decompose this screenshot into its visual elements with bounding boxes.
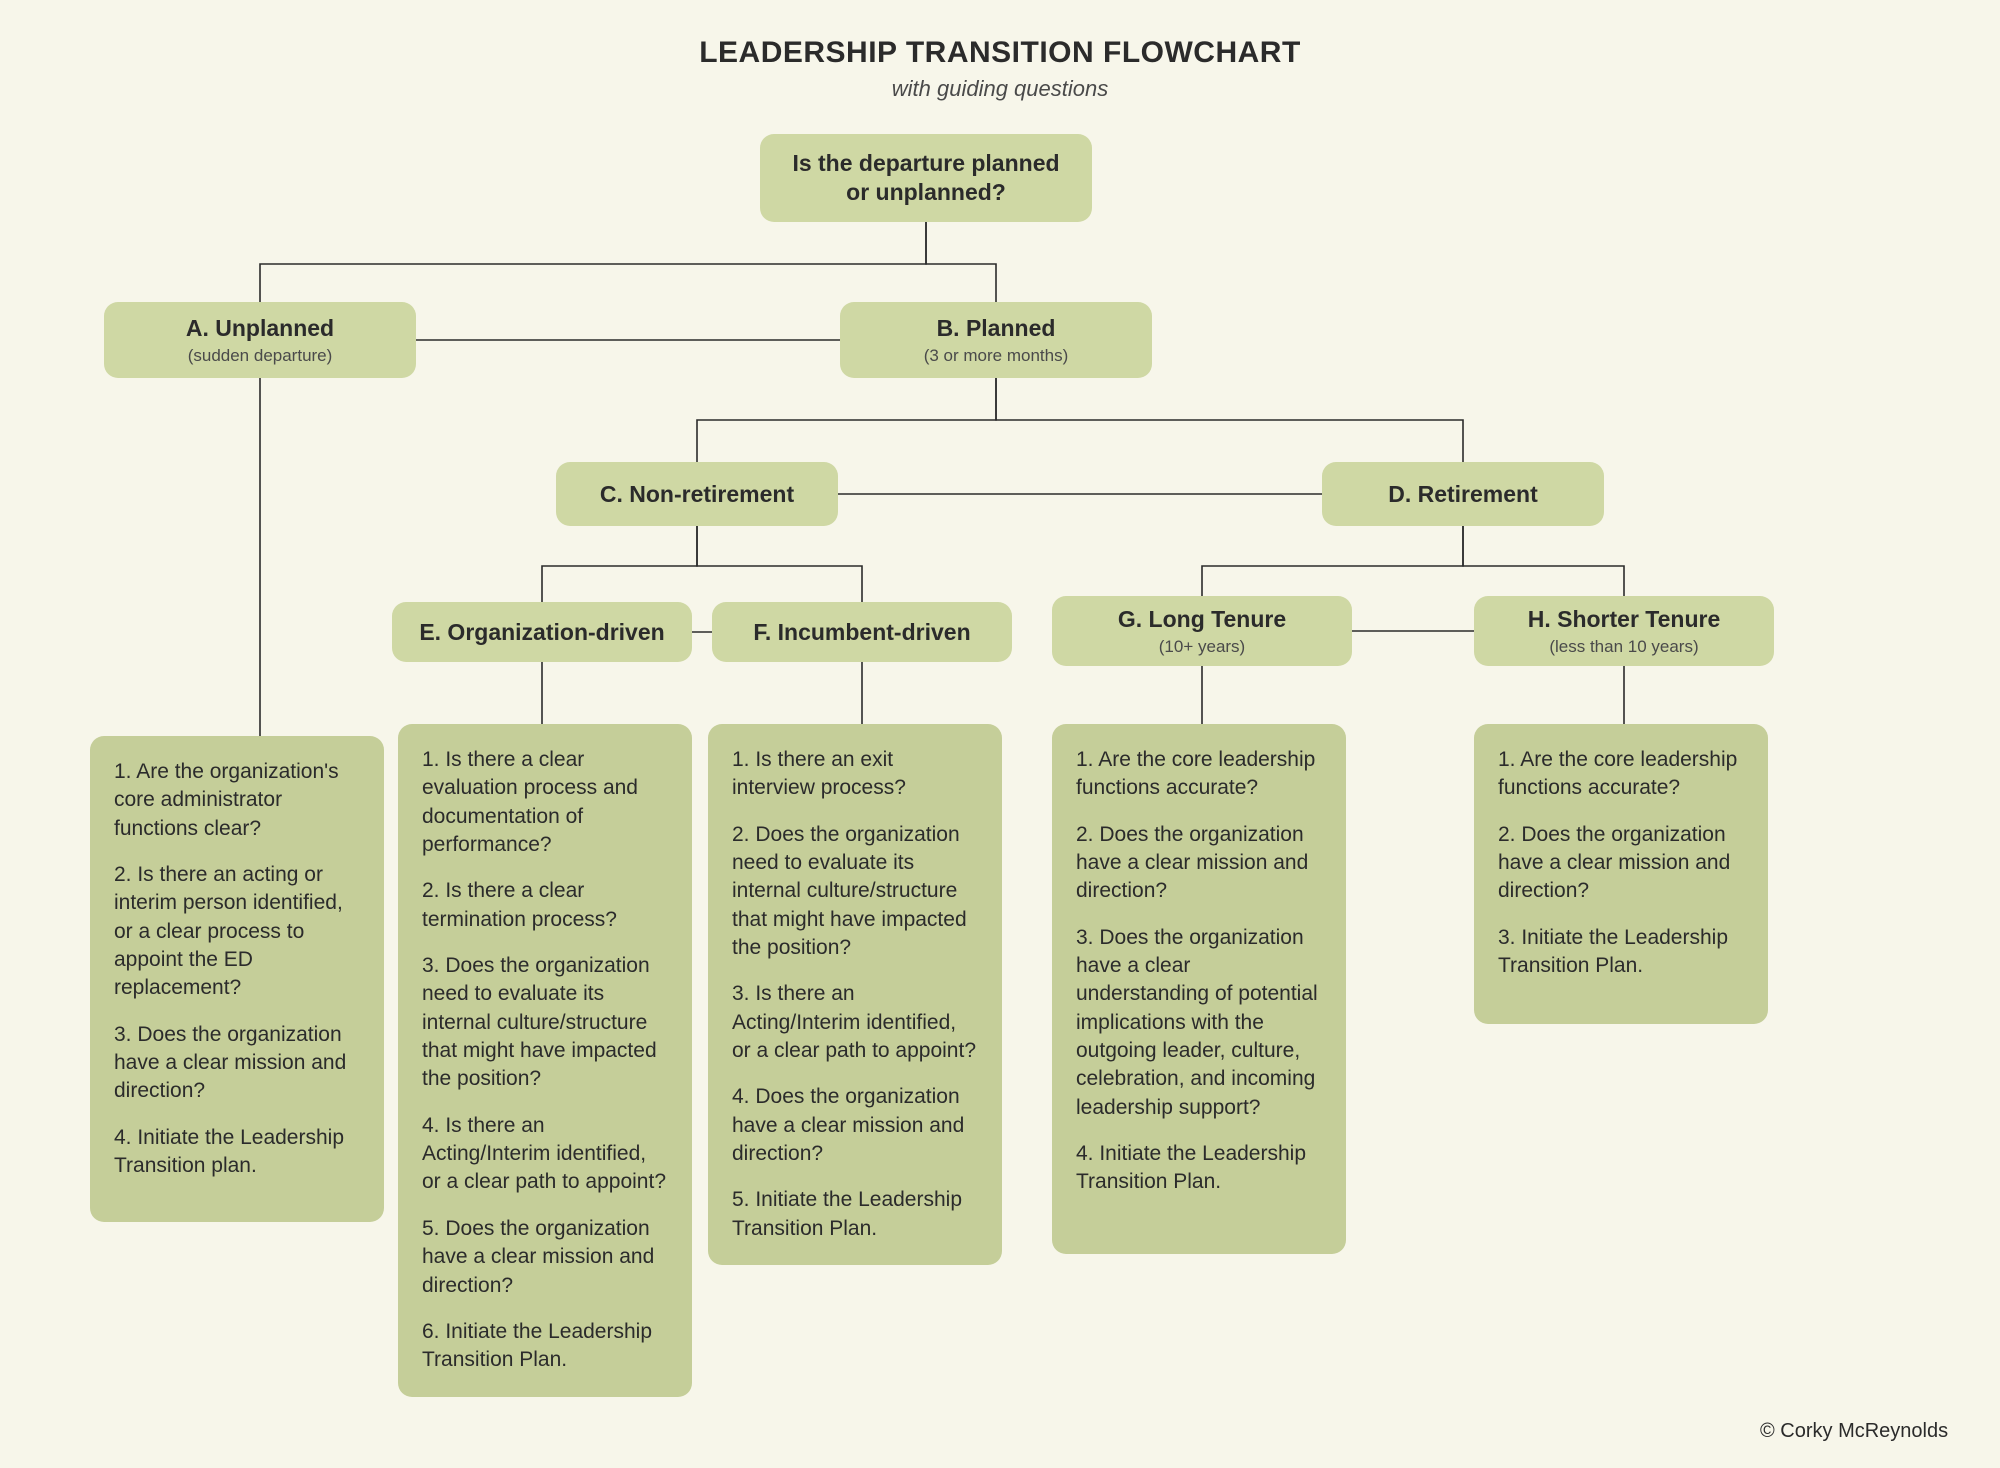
node-short-tenure: H. Shorter Tenure (less than 10 years) (1474, 596, 1774, 666)
node-long-tenure-subtitle: (10+ years) (1159, 636, 1245, 657)
list-item: 4. Initiate the Leadership Transition Pl… (1076, 1140, 1322, 1197)
list: 1. Is there a clear evaluation process a… (422, 746, 668, 1375)
list-item: 4. Does the organization have a clear mi… (732, 1083, 978, 1168)
edge (996, 378, 1463, 462)
node-planned-subtitle: (3 or more months) (924, 345, 1069, 366)
list-item: 6. Initiate the Leadership Transition Pl… (422, 1318, 668, 1375)
edge (542, 526, 697, 602)
node-nonretirement: C. Non-retirement (556, 462, 838, 526)
node-planned-title: B. Planned (937, 314, 1056, 343)
node-unplanned: A. Unplanned (sudden departure) (104, 302, 416, 378)
flowchart-canvas: LEADERSHIP TRANSITION FLOWCHART with gui… (0, 0, 2000, 1468)
list-item: 1. Is there an exit interview process? (732, 746, 978, 803)
list: 1. Is there an exit interview process? 2.… (732, 746, 978, 1243)
node-root: Is the departure planned or unplanned? (760, 134, 1092, 222)
list-item: 4. Is there an Acting/Interim identified… (422, 1112, 668, 1197)
edge (697, 526, 862, 602)
list: 1. Are the core leadership functions acc… (1498, 746, 1744, 980)
questions-incumbent-driven: 1. Is there an exit interview process? 2.… (708, 724, 1002, 1265)
list-item: 1. Are the core leadership functions acc… (1076, 746, 1322, 803)
questions-short-tenure: 1. Are the core leadership functions acc… (1474, 724, 1768, 1024)
node-long-tenure-title: G. Long Tenure (1118, 605, 1286, 634)
list-item: 3. Does the organization have a clear un… (1076, 924, 1322, 1122)
list-item: 1. Is there a clear evaluation process a… (422, 746, 668, 859)
page-subtitle: with guiding questions (620, 76, 1380, 102)
node-nonretirement-title: C. Non-retirement (600, 480, 794, 509)
node-org-driven: E. Organization-driven (392, 602, 692, 662)
node-root-title: Is the departure planned or unplanned? (782, 149, 1070, 207)
node-unplanned-title: A. Unplanned (186, 314, 334, 343)
list-item: 2. Does the organization have a clear mi… (1498, 821, 1744, 906)
page-title: LEADERSHIP TRANSITION FLOWCHART (620, 36, 1380, 70)
list-item: 2. Is there an acting or interim person … (114, 861, 360, 1003)
list-item: 3. Does the organization need to evaluat… (422, 952, 668, 1094)
edge (1463, 526, 1624, 596)
node-unplanned-subtitle: (sudden departure) (188, 345, 333, 366)
list: 1. Are the core leadership functions acc… (1076, 746, 1322, 1197)
questions-org-driven: 1. Is there a clear evaluation process a… (398, 724, 692, 1397)
list-item: 2. Is there a clear termination process? (422, 877, 668, 934)
list-item: 3. Is there an Acting/Interim identified… (732, 980, 978, 1065)
list: 1. Are the organization's core administr… (114, 758, 360, 1180)
list-item: 3. Initiate the Leadership Transition Pl… (1498, 924, 1744, 981)
node-short-tenure-title: H. Shorter Tenure (1528, 605, 1721, 634)
list-item: 5. Initiate the Leadership Transition Pl… (732, 1186, 978, 1243)
list-item: 1. Are the core leadership functions acc… (1498, 746, 1744, 803)
node-incumbent-driven: F. Incumbent-driven (712, 602, 1012, 662)
edge (1202, 526, 1463, 596)
node-retirement-title: D. Retirement (1388, 480, 1538, 509)
node-short-tenure-subtitle: (less than 10 years) (1549, 636, 1698, 657)
questions-unplanned: 1. Are the organization's core administr… (90, 736, 384, 1222)
list-item: 1. Are the organization's core administr… (114, 758, 360, 843)
edge (926, 222, 996, 302)
edge (260, 222, 926, 302)
list-item: 2. Does the organization have a clear mi… (1076, 821, 1322, 906)
node-long-tenure: G. Long Tenure (10+ years) (1052, 596, 1352, 666)
list-item: 5. Does the organization have a clear mi… (422, 1215, 668, 1300)
list-item: 4. Initiate the Leadership Transition pl… (114, 1124, 360, 1181)
node-retirement: D. Retirement (1322, 462, 1604, 526)
node-planned: B. Planned (3 or more months) (840, 302, 1152, 378)
node-incumbent-driven-title: F. Incumbent-driven (753, 618, 970, 647)
node-org-driven-title: E. Organization-driven (419, 618, 664, 647)
list-item: 3. Does the organization have a clear mi… (114, 1021, 360, 1106)
edge (697, 378, 996, 462)
credit-line: © Corky McReynolds (1760, 1420, 1948, 1443)
list-item: 2. Does the organization need to evaluat… (732, 821, 978, 963)
questions-long-tenure: 1. Are the core leadership functions acc… (1052, 724, 1346, 1254)
